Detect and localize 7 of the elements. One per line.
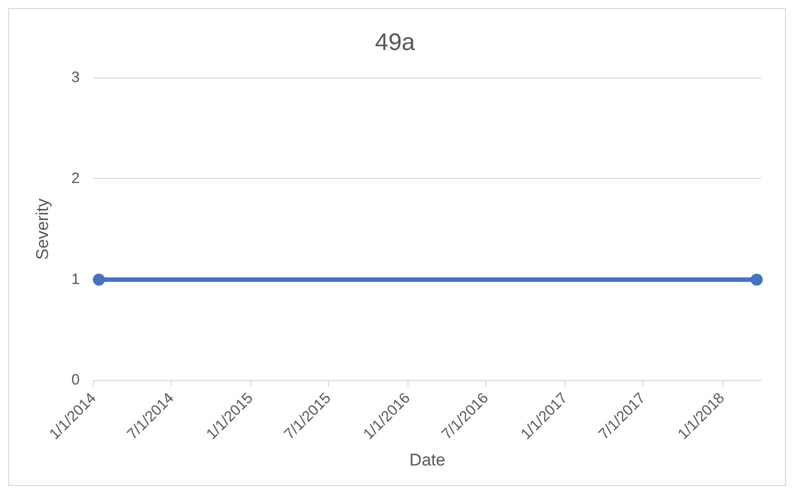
- y-tick-label: 3: [71, 68, 80, 86]
- y-axis-title: Severity: [32, 198, 52, 260]
- y-tick-label: 1: [71, 270, 80, 288]
- y-tick-label: 0: [71, 372, 80, 389]
- y-tick-label: 2: [71, 170, 80, 187]
- chart-title: 49a: [374, 29, 416, 56]
- x-axis-title: Date: [409, 450, 446, 470]
